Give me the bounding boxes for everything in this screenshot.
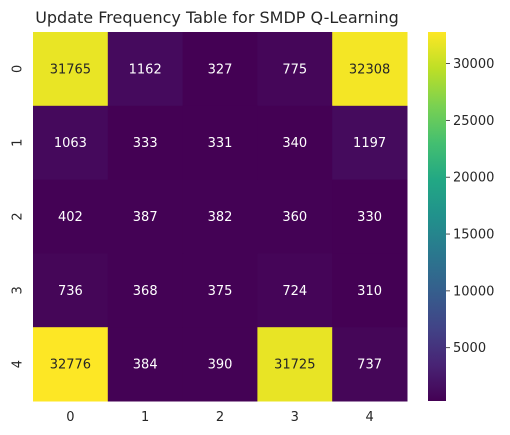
y-axis-ticks: 0 1 2 3 4 (11, 65, 26, 368)
cell-value-label-1-2: 331 (208, 136, 233, 151)
x-tick-label-1: 1 (141, 410, 149, 425)
colorbar-tick-label-1: 10000 (453, 284, 494, 299)
cell-value-label-1-0: 1063 (54, 136, 87, 151)
cell-value-label-1-3: 340 (282, 136, 307, 151)
cell-value-label-3-4: 310 (357, 284, 382, 299)
cell-value-label-2-1: 387 (133, 210, 158, 225)
colorbar-tick-label-3: 20000 (453, 171, 494, 186)
colorbar-tick-label-0: 5000 (453, 341, 486, 356)
cell-value-label-2-4: 330 (357, 210, 382, 225)
cell-value-label-4-1: 384 (133, 358, 158, 373)
colorbar-tick-label-5: 30000 (453, 57, 494, 72)
cell-value-label-4-0: 32776 (50, 358, 91, 373)
cell-value-label-3-1: 368 (133, 284, 158, 299)
x-axis-ticks: 0 1 2 3 4 (66, 410, 373, 425)
y-tick-label-2: 2 (11, 212, 26, 220)
y-tick-label-1: 1 (11, 139, 26, 147)
cell-value-label-0-0: 31765 (50, 62, 91, 77)
y-tick-label-3: 3 (11, 286, 26, 294)
cell-value-label-0-3: 775 (282, 62, 307, 77)
heatmap-cells: 31765 1162 327 775 32308 1063 333 331 340 1197 402… (33, 32, 408, 402)
cell-value-label-1-4: 1197 (353, 136, 386, 151)
x-tick-label-4: 4 (365, 410, 373, 425)
cell-value-label-2-0: 402 (58, 210, 83, 225)
x-tick-label-2: 2 (216, 410, 224, 425)
cell-value-label-4-2: 390 (208, 358, 233, 373)
cell-value-label-0-4: 32308 (349, 62, 390, 77)
cell-value-label-3-0: 736 (58, 284, 83, 299)
x-tick-label-3: 3 (291, 410, 299, 425)
cell-value-label-0-2: 327 (208, 62, 233, 77)
cell-value-label-1-1: 333 (133, 136, 158, 151)
cell-value-label-0-1: 1162 (129, 62, 162, 77)
cell-value-label-3-3: 724 (282, 284, 307, 299)
cell-value-label-4-4: 737 (357, 358, 382, 373)
cell-value-label-3-2: 375 (208, 284, 233, 299)
y-tick-label-4: 4 (11, 360, 26, 368)
colorbar: 5000 10000 15000 20000 25000 30000 (428, 32, 494, 401)
colorbar-gradient (428, 32, 446, 401)
colorbar-tick-label-4: 25000 (453, 114, 494, 129)
x-tick-label-0: 0 (66, 410, 74, 425)
y-tick-label-0: 0 (11, 65, 26, 73)
cell-value-label-4-3: 31725 (274, 358, 315, 373)
chart-title: Update Frequency Table for SMDP Q-Learni… (35, 8, 399, 27)
cell-value-label-2-3: 360 (282, 210, 307, 225)
colorbar-tick-label-2: 15000 (453, 228, 494, 243)
cell-value-label-2-2: 382 (208, 210, 233, 225)
